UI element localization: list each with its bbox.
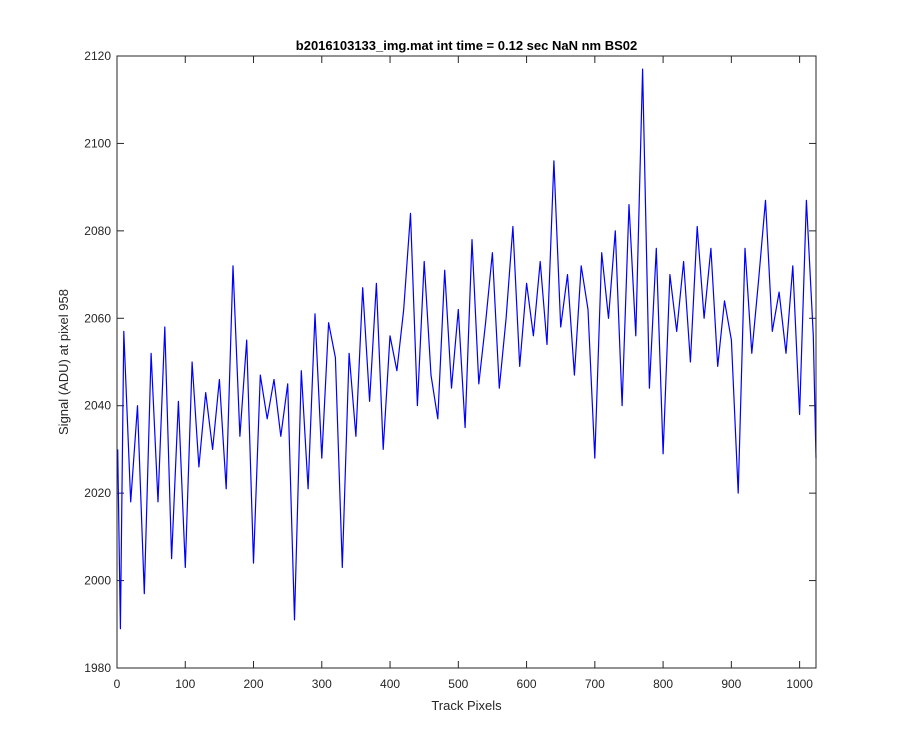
chart-title: b2016103133_img.mat int time = 0.12 sec … <box>296 38 637 53</box>
x-tick-label: 700 <box>585 677 605 691</box>
x-tick-label: 400 <box>380 677 400 691</box>
x-axis-label: Track Pixels <box>431 698 502 713</box>
plot-area-border <box>116 55 817 669</box>
y-axis-label: Signal (ADU) at pixel 958 <box>56 289 71 435</box>
y-tick-label: 2040 <box>84 399 111 413</box>
series-line-0 <box>117 68 817 630</box>
series-group <box>117 68 817 630</box>
x-tick-label: 900 <box>721 677 741 691</box>
x-axis-ticks: 0 100 200 300 400 500 600 700 800 900 1000 <box>114 56 813 691</box>
x-tick-label: 200 <box>244 677 264 691</box>
y-tick-label: 2120 <box>84 49 111 63</box>
x-tick-label: 0 <box>114 677 121 691</box>
y-tick-label: 1980 <box>84 661 111 675</box>
x-tick-label: 600 <box>517 677 537 691</box>
x-tick-label: 300 <box>312 677 332 691</box>
y-tick-label: 2100 <box>84 136 111 150</box>
x-tick-label: 800 <box>653 677 673 691</box>
y-tick-label: 2020 <box>84 486 111 500</box>
y-axis-ticks: 1980 2000 2020 2040 2060 2080 2100 2120 <box>84 49 816 675</box>
x-tick-label: 1000 <box>786 677 813 691</box>
y-tick-label: 2080 <box>84 224 111 238</box>
x-tick-label: 500 <box>448 677 468 691</box>
y-tick-label: 2060 <box>84 311 111 325</box>
y-tick-label: 2000 <box>84 574 111 588</box>
x-tick-label: 100 <box>175 677 195 691</box>
plot-area-background <box>117 56 816 668</box>
